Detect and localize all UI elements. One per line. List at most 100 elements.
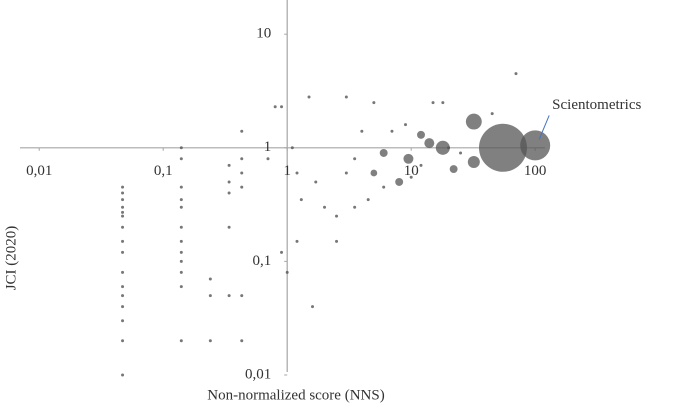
- point: [335, 214, 339, 218]
- point: [240, 339, 244, 343]
- point: [179, 225, 183, 229]
- bubble: [395, 178, 404, 186]
- point: [121, 373, 125, 377]
- point: [121, 191, 125, 195]
- point: [240, 294, 244, 298]
- point: [285, 270, 289, 274]
- x-tick-label: 1: [283, 163, 291, 179]
- point: [382, 185, 386, 189]
- annotation-leader: [538, 115, 550, 140]
- point: [208, 277, 212, 281]
- bubble: [379, 149, 388, 157]
- point: [353, 205, 357, 209]
- point: [295, 239, 299, 243]
- point: [335, 239, 339, 243]
- point: [240, 171, 244, 175]
- point: [179, 185, 183, 189]
- point: [280, 250, 284, 254]
- point: [404, 123, 408, 127]
- point: [227, 180, 231, 184]
- point: [273, 105, 277, 109]
- point: [227, 294, 231, 298]
- point: [179, 198, 183, 202]
- y-tick-label: 0,1: [252, 253, 271, 269]
- point: [121, 270, 125, 274]
- annotation: Scientometrics: [552, 97, 641, 113]
- point: [208, 294, 212, 298]
- point: [390, 129, 394, 133]
- bubble: [435, 140, 450, 155]
- point: [360, 129, 364, 133]
- point: [121, 214, 125, 218]
- point: [227, 163, 231, 167]
- point: [121, 239, 125, 243]
- point: [121, 339, 125, 343]
- x-tick-label: 100: [524, 163, 547, 179]
- y-tick-label: 1: [264, 139, 272, 155]
- point: [240, 185, 244, 189]
- point: [121, 285, 125, 289]
- point: [179, 339, 183, 343]
- point: [121, 319, 125, 323]
- point: [179, 285, 183, 289]
- x-axis-title: Non-normalized score (NNS): [207, 387, 384, 403]
- bubble: [467, 155, 480, 168]
- point: [227, 225, 231, 229]
- bubble: [478, 123, 527, 172]
- point: [490, 112, 494, 116]
- point: [121, 225, 125, 229]
- point: [353, 157, 357, 161]
- point: [307, 95, 311, 99]
- point: [372, 101, 376, 105]
- point: [179, 250, 183, 254]
- bubble: [424, 138, 435, 149]
- point: [121, 205, 125, 209]
- point: [323, 205, 327, 209]
- point: [419, 163, 423, 167]
- point: [431, 101, 435, 105]
- point: [295, 171, 299, 175]
- point: [179, 259, 183, 263]
- point: [121, 305, 125, 309]
- x-tick-label: 10: [404, 163, 419, 179]
- y-axis-title: JCI (2020): [3, 226, 19, 291]
- bubble: [403, 153, 414, 164]
- y-tick-label: 0,01: [245, 366, 271, 382]
- point: [441, 101, 445, 105]
- point: [121, 250, 125, 254]
- point: [344, 171, 348, 175]
- bubble: [449, 165, 458, 174]
- point: [240, 157, 244, 161]
- point: [344, 95, 348, 99]
- point: [121, 210, 125, 214]
- point: [280, 105, 284, 109]
- point: [366, 198, 370, 202]
- point: [179, 157, 183, 161]
- point: [227, 191, 231, 195]
- point: [514, 72, 518, 76]
- point: [240, 129, 244, 133]
- bubble: [370, 169, 378, 177]
- point: [179, 205, 183, 209]
- point: [299, 198, 303, 202]
- point: [121, 198, 125, 202]
- bubble: [417, 130, 425, 139]
- point: [311, 305, 315, 309]
- point: [208, 339, 212, 343]
- point: [121, 294, 125, 298]
- point: [121, 185, 125, 189]
- point: [290, 146, 294, 150]
- bubble: [520, 130, 551, 161]
- bubble: [465, 113, 482, 130]
- point: [179, 146, 183, 150]
- y-tick-label: 10: [256, 26, 271, 42]
- x-tick-label: 0,01: [26, 163, 52, 179]
- point: [409, 175, 413, 179]
- point: [179, 270, 183, 274]
- point: [459, 151, 463, 155]
- x-tick-label: 0,1: [154, 163, 173, 179]
- point: [266, 157, 270, 161]
- point: [314, 180, 318, 184]
- point: [179, 239, 183, 243]
